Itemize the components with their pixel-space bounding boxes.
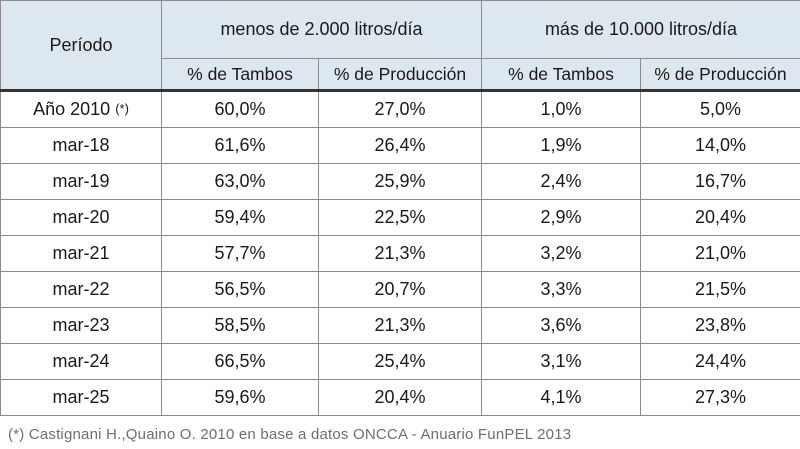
- table-row: Año 2010 (*) 60,0% 27,0% 1,0% 5,0%: [0, 89, 800, 128]
- value-cell: 63,0%: [161, 163, 319, 200]
- footnote-mark: (*): [115, 101, 129, 116]
- value-cell: 59,4%: [161, 199, 319, 236]
- table-row: mar-22 56,5% 20,7% 3,3% 21,5%: [0, 271, 800, 308]
- value-cell: 59,6%: [161, 379, 319, 416]
- value-cell: 27,3%: [640, 379, 800, 416]
- value-cell: 3,1%: [481, 343, 641, 380]
- value-cell: 27,0%: [318, 89, 482, 128]
- value-cell: 5,0%: [640, 89, 800, 128]
- table-row: mar-25 59,6% 20,4% 4,1% 27,3%: [0, 379, 800, 416]
- source-footnote: (*) Castignani H.,Quaino O. 2010 en base…: [8, 426, 572, 443]
- value-cell: 1,0%: [481, 89, 641, 128]
- period-cell: mar-23: [0, 307, 162, 344]
- subheader-produccion-small: % de Producción: [318, 58, 482, 91]
- value-cell: 60,0%: [161, 89, 319, 128]
- value-cell: 57,7%: [161, 235, 319, 272]
- value-cell: 25,9%: [318, 163, 482, 200]
- period-cell: mar-24: [0, 343, 162, 380]
- period-cell: mar-22: [0, 271, 162, 308]
- value-cell: 61,6%: [161, 127, 319, 164]
- group-header-small: menos de 2.000 litros/día: [161, 0, 482, 59]
- value-cell: 14,0%: [640, 127, 800, 164]
- period-cell: Año 2010 (*): [0, 89, 162, 128]
- period-label: Año 2010: [33, 99, 111, 119]
- data-table: Período menos de 2.000 litros/día más de…: [0, 0, 800, 416]
- value-cell: 56,5%: [161, 271, 319, 308]
- value-cell: 1,9%: [481, 127, 641, 164]
- value-cell: 21,3%: [318, 307, 482, 344]
- value-cell: 3,2%: [481, 235, 641, 272]
- period-cell: mar-20: [0, 199, 162, 236]
- subheader-tambos-large: % de Tambos: [481, 58, 641, 91]
- value-cell: 21,0%: [640, 235, 800, 272]
- value-cell: 21,3%: [318, 235, 482, 272]
- value-cell: 66,5%: [161, 343, 319, 380]
- value-cell: 25,4%: [318, 343, 482, 380]
- value-cell: 2,9%: [481, 199, 641, 236]
- period-header: Período: [0, 0, 162, 91]
- table-row: mar-21 57,7% 21,3% 3,2% 21,0%: [0, 235, 800, 272]
- value-cell: 58,5%: [161, 307, 319, 344]
- group-header-large: más de 10.000 litros/día: [481, 0, 800, 59]
- value-cell: 26,4%: [318, 127, 482, 164]
- value-cell: 23,8%: [640, 307, 800, 344]
- value-cell: 3,3%: [481, 271, 641, 308]
- value-cell: 2,4%: [481, 163, 641, 200]
- table-row: mar-20 59,4% 22,5% 2,9% 20,4%: [0, 199, 800, 236]
- value-cell: 20,7%: [318, 271, 482, 308]
- value-cell: 24,4%: [640, 343, 800, 380]
- table-row: mar-24 66,5% 25,4% 3,1% 24,4%: [0, 343, 800, 380]
- value-cell: 20,4%: [318, 379, 482, 416]
- period-cell: mar-18: [0, 127, 162, 164]
- value-cell: 22,5%: [318, 199, 482, 236]
- period-cell: mar-21: [0, 235, 162, 272]
- value-cell: 16,7%: [640, 163, 800, 200]
- table-row: mar-18 61,6% 26,4% 1,9% 14,0%: [0, 127, 800, 164]
- value-cell: 3,6%: [481, 307, 641, 344]
- period-cell: mar-25: [0, 379, 162, 416]
- value-cell: 21,5%: [640, 271, 800, 308]
- table-row: mar-19 63,0% 25,9% 2,4% 16,7%: [0, 163, 800, 200]
- value-cell: 20,4%: [640, 199, 800, 236]
- subheader-tambos-small: % de Tambos: [161, 58, 319, 91]
- value-cell: 4,1%: [481, 379, 641, 416]
- table-row: mar-23 58,5% 21,3% 3,6% 23,8%: [0, 307, 800, 344]
- subheader-produccion-large: % de Producción: [640, 58, 800, 91]
- period-cell: mar-19: [0, 163, 162, 200]
